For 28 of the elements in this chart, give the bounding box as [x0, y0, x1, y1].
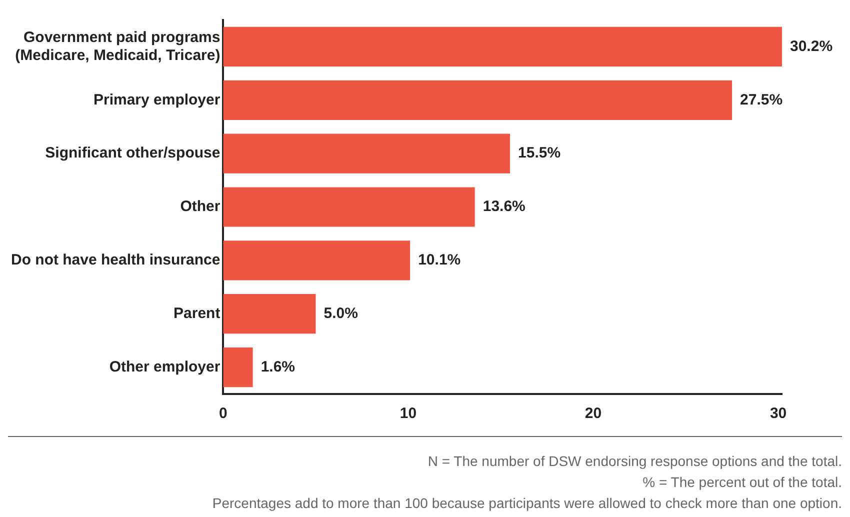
- y-tick-label: Significant other/spouse: [45, 144, 220, 162]
- data-label: 15.5%: [518, 144, 561, 162]
- y-tick-label: Government paid programs (Medicare, Medicaid, Tricare): [15, 28, 220, 64]
- x-tick-label: 20: [584, 405, 602, 422]
- x-tick-label: 0: [219, 405, 228, 422]
- bar: [223, 240, 410, 280]
- y-tick-label: Primary employer: [93, 91, 220, 108]
- bar: [223, 187, 475, 227]
- x-tick-label: 30: [770, 405, 787, 422]
- data-label: 13.6%: [482, 198, 526, 216]
- text: Percentages add to more than 100 because participants were allowed to check more than one option.: [211, 494, 842, 513]
- x-tick-label: 10: [400, 405, 417, 422]
- bar: [223, 80, 732, 120]
- y-tick-label: Other employer: [109, 358, 220, 376]
- y-tick-label: Do not have health insurance: [10, 252, 220, 269]
- y-tick-label: Parent: [174, 305, 220, 322]
- text: % = The percent out of the total.: [642, 473, 842, 492]
- data-label: 27.5%: [740, 91, 783, 108]
- data-label: 30.2%: [790, 38, 833, 55]
- bar: [223, 347, 253, 388]
- data-label: 1.6%: [260, 358, 296, 376]
- data-label: 10.1%: [418, 252, 461, 269]
- y-tick-label: Other: [180, 198, 220, 216]
- data-label: 5.0%: [324, 305, 358, 322]
- bar: [223, 134, 510, 174]
- bar: [223, 294, 316, 334]
- bar: [223, 26, 782, 67]
- text: N = The number of DSW endorsing response options and the total.: [426, 452, 842, 471]
